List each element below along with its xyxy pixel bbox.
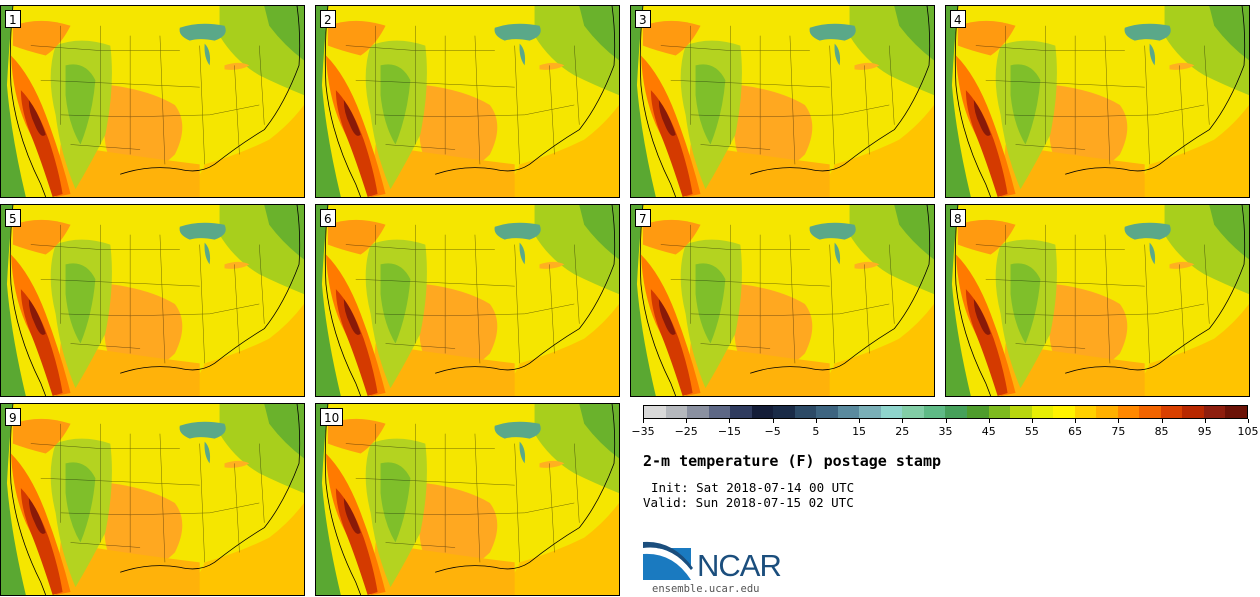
colorbar-swatch <box>687 406 709 418</box>
colorbar-tick-label: 95 <box>1197 425 1212 438</box>
colorbar-swatch <box>1074 406 1097 418</box>
colorbar-swatch <box>794 406 817 418</box>
colorbar-swatch <box>665 406 688 418</box>
colorbar-tick <box>1204 419 1206 423</box>
colorbar-tick-label: 5 <box>812 425 820 438</box>
colorbar-swatch <box>816 406 838 418</box>
colorbar-swatch <box>1010 406 1032 418</box>
colorbar-tick <box>945 419 947 423</box>
colorbar-swatch <box>644 406 666 418</box>
colorbar-swatch <box>1182 406 1204 418</box>
colorbar-ticks: −35−25−15−55152535455565758595105115 <box>631 419 1259 449</box>
member-number-label: 4 <box>950 10 966 28</box>
map-panel: 8 <box>945 204 1250 397</box>
colorbar-swatch <box>773 406 795 418</box>
member-number-label: 9 <box>5 408 21 426</box>
colorbar-tick-label: 25 <box>895 425 910 438</box>
member-number-label: 6 <box>320 209 336 227</box>
colorbar-tick <box>1075 419 1077 423</box>
site-url: ensemble.ucar.edu <box>652 583 760 595</box>
valid-time: Valid: Sun 2018-07-15 02 UTC <box>643 495 854 510</box>
colorbar-tick-label: −5 <box>764 425 781 438</box>
colorbar-swatch <box>1096 406 1118 418</box>
colorbar-tick <box>815 419 817 423</box>
colorbar-tick <box>1248 419 1249 423</box>
ncar-logo-text: NCAR <box>697 548 782 583</box>
colorbar-swatch <box>730 406 752 418</box>
colorbar-swatch <box>880 406 903 418</box>
map-panel: 2 <box>315 5 620 198</box>
map-panel: 1 <box>0 5 305 198</box>
colorbar-tick-label: 85 <box>1154 425 1169 438</box>
colorbar-swatch <box>837 406 860 418</box>
init-time: Init: Sat 2018-07-14 00 UTC <box>651 480 855 495</box>
ncar-logo-icon <box>643 541 693 580</box>
colorbar-tick-label: 15 <box>852 425 867 438</box>
colorbar-swatch <box>1053 406 1075 418</box>
colorbar-tick <box>988 419 990 423</box>
member-number-label: 8 <box>950 209 966 227</box>
map-panel: 10 <box>315 403 620 596</box>
colorbar-tick <box>1031 419 1033 423</box>
chart-title: 2-m temperature (F) postage stamp <box>643 452 942 470</box>
colorbar-swatch <box>1203 406 1226 418</box>
colorbar-tick-label: −15 <box>717 425 742 438</box>
temperature-colorbar <box>643 405 1248 419</box>
colorbar-swatch <box>1031 406 1054 418</box>
colorbar-tick-label: −25 <box>674 425 698 438</box>
colorbar-tick-label: 65 <box>1068 425 1083 438</box>
member-number-label: 3 <box>635 10 651 28</box>
colorbar-swatch <box>1225 406 1247 418</box>
member-number-label: 2 <box>320 10 336 28</box>
member-number-label: 5 <box>5 209 21 227</box>
colorbar-swatch <box>1139 406 1161 418</box>
map-panel: 6 <box>315 204 620 397</box>
colorbar-swatch <box>966 406 989 418</box>
colorbar-tick <box>859 419 861 423</box>
colorbar-swatch <box>859 406 881 418</box>
colorbar-tick <box>643 419 644 423</box>
colorbar-tick <box>772 419 774 423</box>
member-number-label: 1 <box>5 10 21 28</box>
colorbar-tick-label: 55 <box>1024 425 1039 438</box>
colorbar-tick-label: −35 <box>631 425 655 438</box>
map-panel: 3 <box>630 5 935 198</box>
colorbar-tick-label: 45 <box>981 425 996 438</box>
colorbar-swatch <box>988 406 1011 418</box>
colorbar-tick-label: 105 <box>1237 425 1259 438</box>
colorbar-tick-label: 35 <box>938 425 953 438</box>
colorbar-swatch <box>923 406 946 418</box>
colorbar-swatch <box>902 406 924 418</box>
colorbar-tick <box>902 419 904 423</box>
colorbar-swatch <box>1117 406 1140 418</box>
colorbar-swatch <box>1160 406 1183 418</box>
colorbar-tick <box>1118 419 1120 423</box>
colorbar-tick <box>686 419 688 423</box>
colorbar-tick-label: 75 <box>1111 425 1126 438</box>
member-number-label: 10 <box>320 408 344 426</box>
map-panel: 4 <box>945 5 1250 198</box>
colorbar-swatch <box>945 406 967 418</box>
colorbar-tick <box>729 419 731 423</box>
colorbar-tick <box>1161 419 1163 423</box>
map-panel: 5 <box>0 204 305 397</box>
colorbar-swatch <box>751 406 774 418</box>
map-panel: 7 <box>630 204 935 397</box>
member-number-label: 7 <box>635 209 651 227</box>
map-panel: 9 <box>0 403 305 596</box>
colorbar-swatch <box>708 406 731 418</box>
